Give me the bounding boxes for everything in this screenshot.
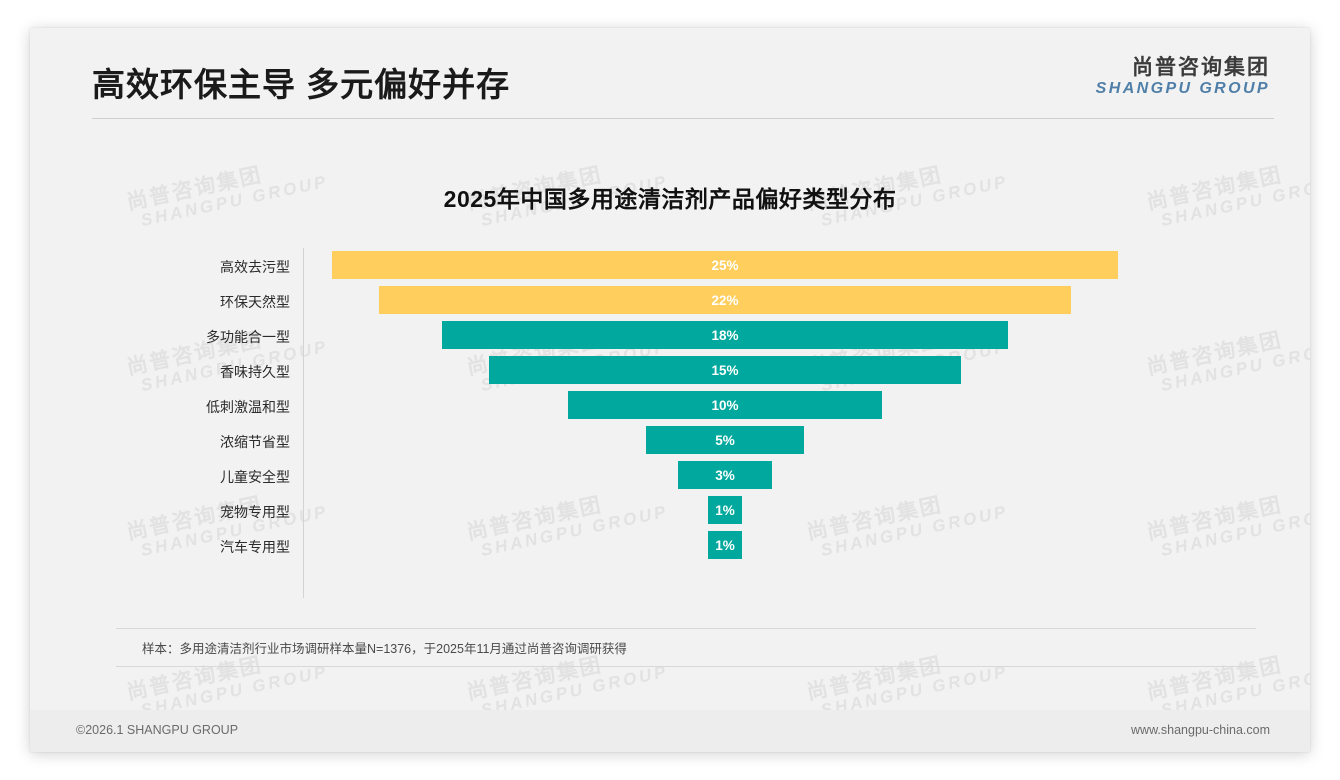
- bar-category-label: 儿童安全型: [220, 469, 290, 485]
- bar-row: 汽车专用型 1%: [30, 528, 1310, 563]
- slide-footer: ©2026.1 SHANGPU GROUP www.shangpu-china.…: [30, 710, 1310, 752]
- bar-category-label: 环保天然型: [220, 294, 290, 310]
- bar-value-label: 5%: [715, 432, 735, 448]
- bar-value-label: 15%: [711, 362, 739, 378]
- funnel-bar[interactable]: 3%: [677, 461, 773, 489]
- slide-canvas: 尚普咨询集团 SHANGPU GROUP 尚普咨询集团 SHANGPU GROUP 尚普…: [30, 28, 1310, 752]
- bar-value-label: 25%: [711, 257, 739, 273]
- funnel-bar[interactable]: 5%: [646, 426, 804, 454]
- bar-row: 低刺激温和型 10%: [30, 388, 1310, 423]
- slide-header: 高效环保主导 多元偏好并存 尚普咨询集团 SHANGPU GROUP: [30, 28, 1310, 120]
- bar-row: 香味持久型 15%: [30, 353, 1310, 388]
- bar-value-label: 22%: [711, 292, 739, 308]
- bar-rows-container: 高效去污型 25% 环保天然型 22% 多功能合一型 18% 香味持久型 15% 低刺激温和型 1…: [30, 248, 1310, 563]
- bar-row: 儿童安全型 3%: [30, 458, 1310, 493]
- bar-value-label: 1%: [715, 537, 735, 553]
- funnel-bar[interactable]: 22%: [379, 286, 1071, 314]
- funnel-bar[interactable]: 25%: [332, 251, 1118, 279]
- bar-row: 高效去污型 25%: [30, 248, 1310, 283]
- bar-row: 环保天然型 22%: [30, 283, 1310, 318]
- header-divider: [92, 118, 1274, 119]
- bar-category-label: 汽车专用型: [220, 539, 290, 555]
- company-logo: 尚普咨询集团 SHANGPU GROUP: [1096, 56, 1270, 98]
- bar-value-label: 10%: [711, 397, 739, 413]
- funnel-bar[interactable]: 1%: [708, 496, 742, 524]
- bar-category-label: 低刺激温和型: [206, 399, 290, 415]
- bar-value-label: 3%: [715, 467, 735, 483]
- bar-row: 宠物专用型 1%: [30, 493, 1310, 528]
- funnel-bar[interactable]: 18%: [442, 321, 1008, 349]
- funnel-bar[interactable]: 15%: [489, 356, 961, 384]
- bar-row: 浓缩节省型 5%: [30, 423, 1310, 458]
- logo-english-text: SHANGPU GROUP: [1095, 80, 1270, 98]
- footer-copyright: ©2026.1 SHANGPU GROUP: [76, 723, 239, 737]
- bar-value-label: 1%: [715, 502, 735, 518]
- chart-area: 2025年中国多用途清洁剂产品偏好类型分布 高效去污型 25% 环保天然型 22% 多功…: [30, 128, 1310, 598]
- bar-category-label: 宠物专用型: [220, 504, 290, 520]
- funnel-chart: 高效去污型 25% 环保天然型 22% 多功能合一型 18% 香味持久型 15% 低刺激温和型 1…: [30, 248, 1310, 598]
- page-title: 高效环保主导 多元偏好并存: [92, 66, 511, 103]
- bar-category-label: 高效去污型: [220, 259, 290, 275]
- logo-chinese-text: 尚普咨询集团: [1132, 56, 1270, 79]
- footer-website[interactable]: www.shangpu-china.com: [1131, 723, 1270, 737]
- bar-category-label: 香味持久型: [220, 364, 290, 380]
- bar-category-label: 多功能合一型: [206, 329, 290, 345]
- sample-note: 样本：多用途清洁剂行业市场调研样本量N=1376，于2025年11月通过尚普咨询…: [116, 628, 1256, 667]
- funnel-bar[interactable]: 10%: [567, 391, 883, 419]
- chart-axis-line: [303, 248, 304, 598]
- bar-category-label: 浓缩节省型: [220, 434, 290, 450]
- chart-title: 2025年中国多用途清洁剂产品偏好类型分布: [443, 186, 897, 212]
- bar-row: 多功能合一型 18%: [30, 318, 1310, 353]
- bar-value-label: 18%: [711, 327, 739, 343]
- funnel-bar[interactable]: 1%: [708, 531, 742, 559]
